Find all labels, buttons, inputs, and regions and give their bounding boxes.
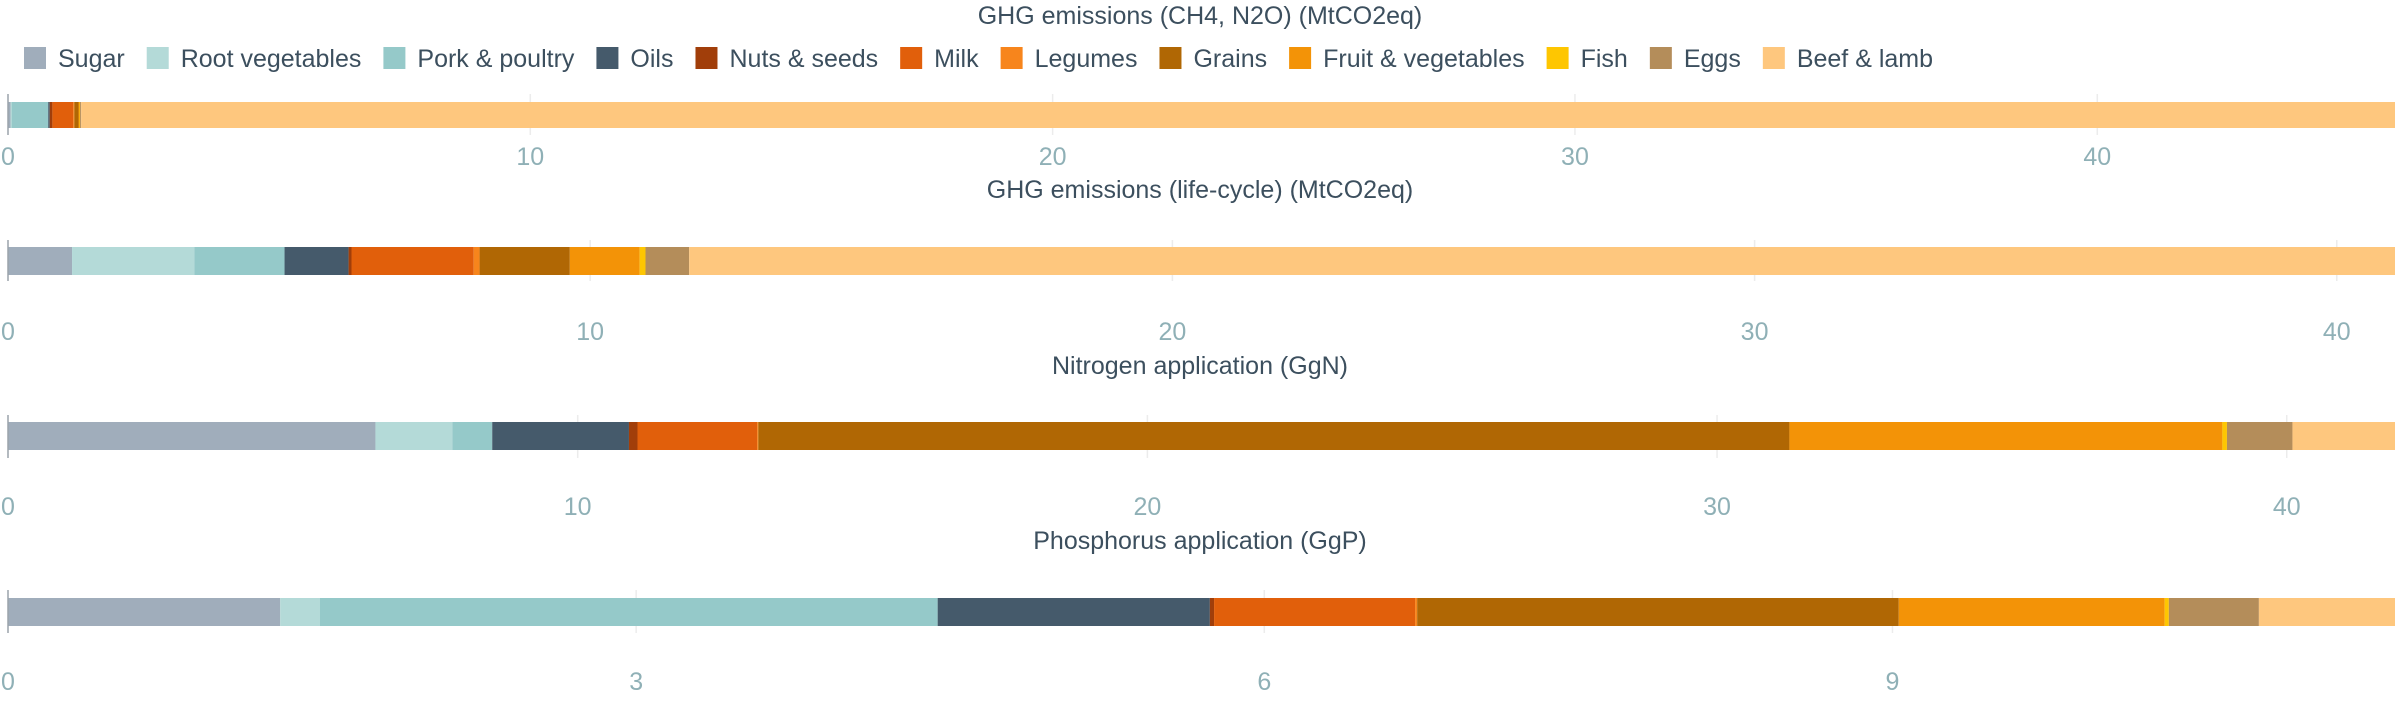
chart-0-bar-grains (74, 102, 79, 128)
legend-swatch-2 (383, 47, 406, 69)
chart-0-bar-oils (48, 102, 50, 128)
chart-2-bar-fruit-vegetables (1789, 422, 2223, 450)
chart-0-bar-eggs (80, 102, 82, 128)
legend-label-10: Eggs (1684, 45, 1741, 73)
legend-label-7: Grains (1193, 45, 1267, 73)
legend-label-4: Nuts & seeds (729, 45, 878, 73)
chart-1-bar-root-vegetables (72, 247, 195, 275)
chart-0-bar-beef-lamb (81, 102, 2395, 128)
chart-0-bar-milk (52, 102, 74, 128)
legend-label-2: Pork & poultry (417, 45, 575, 73)
legend-swatch-11 (1762, 47, 1785, 69)
chart-0-bar-nuts-seeds (49, 102, 53, 128)
chart-3-bar-oils (937, 598, 1210, 626)
legend-swatch-5 (900, 47, 923, 69)
chart-2-bar-root-vegetables (375, 422, 453, 450)
legend-label-5: Milk (934, 45, 979, 73)
legend-swatch-8 (1289, 47, 1312, 69)
legend-label-8: Fruit & vegetables (1323, 45, 1525, 73)
legend-label-1: Root vegetables (181, 45, 362, 73)
legend-swatch-9 (1546, 47, 1569, 69)
chart-1-tick-label-1: 10 (576, 318, 604, 346)
legend-swatch-10 (1649, 47, 1672, 69)
legend-label-11: Beef & lamb (1797, 45, 1933, 73)
chart-3-bar-root-vegetables (280, 598, 320, 626)
chart-1-title: GHG emissions (life-cycle) (MtCO2eq) (987, 176, 1413, 204)
chart-1-bar-pork-poultry (194, 247, 285, 275)
chart-2-bar-oils (492, 422, 629, 450)
chart-0-bar-pork-poultry (11, 102, 49, 128)
chart-3-bar-fruit-vegetables (1898, 598, 2165, 626)
legend-swatch-1 (146, 47, 169, 69)
chart-1-tick-label-3: 30 (1741, 318, 1769, 346)
chart-2-bar-milk (637, 422, 758, 450)
chart-3-tick-label-1: 3 (629, 668, 643, 696)
chart-1-bar-milk (351, 247, 474, 275)
chart-2-bar-pork-poultry (452, 422, 493, 450)
chart-1-bar-eggs (645, 247, 690, 275)
chart-2-bar-eggs (2226, 422, 2293, 450)
chart-2-bar-beef-lamb (2292, 422, 2395, 450)
chart-2-tick-label-3: 30 (1703, 493, 1731, 521)
chart-1-bar-legumes (473, 247, 480, 275)
chart-0-bar-legumes (73, 102, 75, 128)
chart-0-tick-label-4: 40 (2083, 143, 2111, 171)
chart-2-bar-nuts-seeds (628, 422, 638, 450)
chart-1-bar-oils (284, 247, 349, 275)
chart-2-tick-label-4: 40 (2273, 493, 2301, 521)
chart-2-tick-label-1: 10 (564, 493, 592, 521)
chart-3-tick-label-0: 0 (1, 668, 15, 696)
chart-3-bar-sugar (8, 598, 281, 626)
legend-label-3: Oils (630, 45, 673, 73)
chart-3-bar-eggs (2168, 598, 2259, 626)
legend-swatch-0 (24, 47, 46, 69)
chart-0-title: GHG emissions (CH4, N2O) (MtCO2eq) (978, 2, 1423, 30)
chart-0-bar-root-vegetables (10, 102, 12, 128)
chart-2-bar-fish (2222, 422, 2227, 450)
legend-label-6: Legumes (1035, 45, 1138, 73)
chart-1-bar-fruit-vegetables (569, 247, 640, 275)
legend-swatch-7 (1159, 47, 1182, 69)
legend-swatch-6 (1000, 47, 1023, 69)
chart-1-tick-label-0: 0 (1, 318, 15, 346)
chart-3-bar-fish (2164, 598, 2169, 626)
chart-1-tick-label-2: 20 (1158, 318, 1186, 346)
chart-0-tick-label-1: 10 (516, 143, 544, 171)
chart-3-bar-pork-poultry (319, 598, 938, 626)
legend-label-9: Fish (1581, 45, 1628, 73)
chart-1-bar-fish (639, 247, 646, 275)
chart-3-tick-label-2: 6 (1257, 668, 1271, 696)
legend-swatch-4 (695, 47, 718, 69)
chart-3-bar-grains (1417, 598, 1899, 626)
chart-1-bar-nuts-seeds (348, 247, 352, 275)
chart-3-bar-milk (1214, 598, 1416, 626)
chart-3-bar-legumes (1415, 598, 1418, 626)
chart-2-title: Nitrogen application (GgN) (1052, 352, 1348, 380)
chart-3-tick-label-3: 9 (1886, 668, 1900, 696)
legend-label-0: Sugar (58, 45, 125, 73)
chart-3-bar-nuts-seeds (1209, 598, 1215, 626)
chart-3-bar-beef-lamb (2258, 598, 2395, 626)
chart-0-bar-fruit-vegetables (78, 102, 80, 128)
legend-swatch-3 (596, 47, 619, 69)
chart-2-tick-label-0: 0 (1, 493, 15, 521)
chart-0-tick-label-2: 20 (1039, 143, 1067, 171)
chart-1-bar-beef-lamb (689, 247, 2396, 275)
chart-0-tick-label-3: 30 (1561, 143, 1589, 171)
chart-3-title: Phosphorus application (GgP) (1033, 527, 1367, 555)
chart-0-bar-fish (79, 102, 81, 128)
chart-1-tick-label-4: 40 (2323, 318, 2351, 346)
chart-1-bar-grains (479, 247, 570, 275)
chart-0-tick-label-0: 0 (1, 143, 15, 171)
chart-2-bar-legumes (757, 422, 759, 450)
chart-2-bar-grains (758, 422, 1790, 450)
chart-2-tick-label-2: 20 (1133, 493, 1161, 521)
chart-1-bar-sugar (8, 247, 73, 275)
chart-2-bar-sugar (8, 422, 376, 450)
chart-0-bar-sugar (8, 102, 11, 128)
